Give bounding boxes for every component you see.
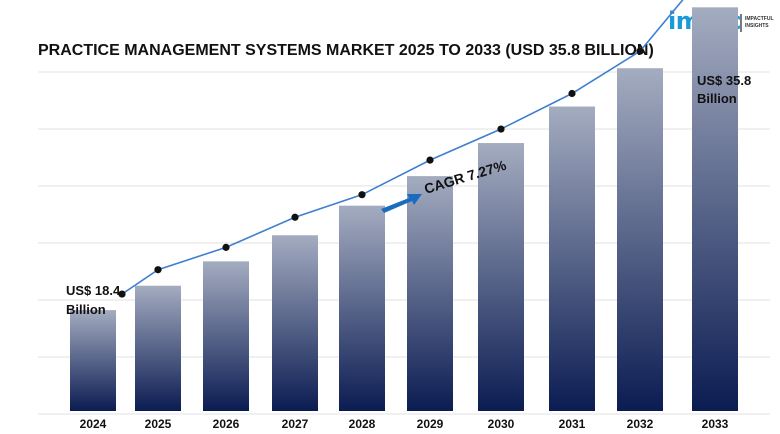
bar-2027 xyxy=(272,235,318,411)
trend-point-2032 xyxy=(636,47,644,55)
trend-point-2028 xyxy=(358,191,366,199)
bar-2024 xyxy=(70,310,116,411)
trend-point-2027 xyxy=(291,213,299,221)
logo-tagline-line-2: INSIGHTS xyxy=(745,22,769,29)
trend-point-2026 xyxy=(222,243,230,251)
bar-2029 xyxy=(407,176,453,411)
cagr-arrow xyxy=(381,194,422,213)
trend-point-2031 xyxy=(568,89,576,98)
bar-2025 xyxy=(135,285,181,411)
x-tick-2026: 2026 xyxy=(213,417,240,431)
trend-point-2030 xyxy=(497,125,505,133)
x-tick-2028: 2028 xyxy=(349,417,376,431)
bar-2032 xyxy=(617,68,663,411)
x-tick-2027: 2027 xyxy=(282,417,309,431)
bars xyxy=(70,7,738,412)
chart-title: PRACTICE MANAGEMENT SYSTEMS MARKET 2025 … xyxy=(38,42,654,59)
bar-2026 xyxy=(203,261,249,411)
bar-2033 xyxy=(692,7,738,411)
x-tick-2030: 2030 xyxy=(488,417,515,431)
trend-line-group xyxy=(118,0,684,298)
trend-point-2029 xyxy=(426,156,434,164)
logo-tagline-line-1: IMPACTFUL xyxy=(745,16,774,22)
x-tick-labels: 2024 2025 2026 2027 2028 2029 2030 2031 2032 2033 xyxy=(80,417,729,431)
start-value-label: US$ 18.4 xyxy=(66,283,121,298)
logo-tagline: IMPACTFUL INSIGHTS xyxy=(745,16,779,29)
bar-2030 xyxy=(478,143,524,412)
x-tick-2029: 2029 xyxy=(417,417,444,431)
trend-point-2024 xyxy=(118,290,126,298)
start-value-unit: Billion xyxy=(66,302,106,317)
x-tick-2032: 2032 xyxy=(627,417,654,431)
logo-divider xyxy=(740,14,742,32)
x-tick-2025: 2025 xyxy=(145,417,172,431)
x-tick-2031: 2031 xyxy=(559,417,586,431)
bar-2028 xyxy=(339,205,385,411)
trend-line xyxy=(121,0,684,295)
bar-2031 xyxy=(549,106,595,411)
trend-point-2025 xyxy=(154,266,162,274)
end-value-unit: Billion xyxy=(697,91,737,106)
x-tick-2033: 2033 xyxy=(702,417,729,431)
end-value-label: US$ 35.8 xyxy=(697,73,751,88)
x-tick-2024: 2024 xyxy=(80,417,107,431)
